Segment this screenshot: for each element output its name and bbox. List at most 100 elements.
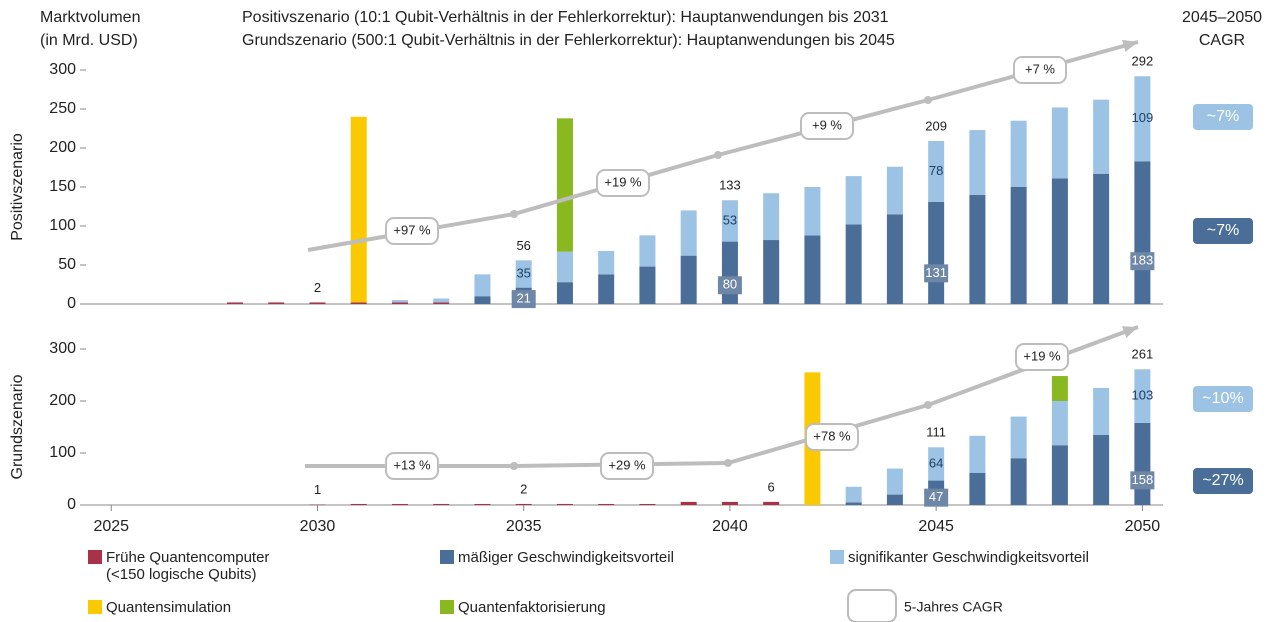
data-label: 183 bbox=[1132, 253, 1154, 268]
cagr-box bbox=[385, 217, 439, 245]
bar-segment bbox=[639, 503, 656, 505]
cagr-node bbox=[924, 401, 932, 409]
bar-segment bbox=[845, 502, 862, 505]
bar-segment bbox=[763, 240, 780, 304]
bar-segment bbox=[474, 274, 491, 297]
bar-segment bbox=[886, 494, 903, 505]
cagr-node bbox=[510, 210, 518, 218]
legend-swatch bbox=[830, 550, 844, 564]
bar-segment bbox=[639, 266, 656, 304]
bar-segment bbox=[556, 118, 573, 252]
data-label: 103 bbox=[1132, 387, 1154, 402]
bar-segment bbox=[969, 194, 986, 304]
bar-segment bbox=[598, 250, 615, 275]
data-label-bg bbox=[1130, 471, 1155, 490]
cagr-box bbox=[800, 112, 854, 140]
y-tick-label: 0 bbox=[67, 496, 76, 513]
end-cagr-box bbox=[1193, 468, 1253, 494]
data-label-bg bbox=[924, 264, 949, 283]
data-label: 21 bbox=[516, 291, 530, 306]
bar-segment bbox=[350, 302, 367, 304]
y-axis-label: Positivszenario bbox=[9, 133, 26, 241]
total-label: 292 bbox=[1132, 54, 1154, 69]
bar-segment bbox=[391, 503, 408, 505]
bar-segment bbox=[886, 214, 903, 304]
legend-label: 5-Jahres CAGR bbox=[904, 599, 1003, 615]
bar-segment bbox=[680, 255, 697, 304]
bar-segment bbox=[804, 187, 821, 236]
bar-segment bbox=[845, 176, 862, 225]
end-cagr-label: ~7% bbox=[1207, 108, 1239, 125]
bar-segment bbox=[433, 503, 450, 505]
cagr-box bbox=[1013, 56, 1067, 84]
bar-segment bbox=[1093, 99, 1110, 174]
end-cagr-label: ~27% bbox=[1202, 472, 1243, 489]
bar-segment bbox=[515, 503, 532, 505]
total-label: 209 bbox=[925, 118, 947, 133]
end-cagr-label: ~7% bbox=[1207, 222, 1239, 239]
bar-segment bbox=[556, 282, 573, 304]
bar-segment bbox=[1134, 76, 1151, 162]
end-cagr-box bbox=[1193, 386, 1253, 412]
bar-segment bbox=[391, 302, 408, 304]
total-label: 111 bbox=[926, 425, 946, 440]
bar-segment bbox=[886, 468, 903, 495]
data-label: 47 bbox=[929, 489, 943, 504]
data-label: 35 bbox=[516, 265, 530, 280]
bar-segment bbox=[1010, 120, 1027, 187]
cagr-box bbox=[596, 169, 650, 197]
bar-segment bbox=[1093, 173, 1110, 304]
y-tick-label: 0 bbox=[67, 295, 76, 312]
legend-swatch bbox=[440, 600, 454, 614]
cagr-header: 2045–2050 bbox=[1182, 9, 1262, 26]
data-label-bg bbox=[511, 290, 536, 309]
total-label: 2 bbox=[520, 481, 527, 496]
cagr-arrowhead bbox=[1122, 326, 1138, 338]
bar-segment bbox=[969, 472, 986, 505]
bar-segment bbox=[928, 140, 945, 202]
bar-segment bbox=[1010, 458, 1027, 505]
bar-segment bbox=[845, 224, 862, 304]
data-label-bg bbox=[717, 276, 742, 295]
cagr-arrowhead bbox=[1122, 39, 1138, 52]
bar-segment bbox=[1134, 369, 1151, 423]
y-tick-label: 50 bbox=[58, 256, 76, 273]
legend-label: Quantenfaktorisierung bbox=[458, 599, 606, 616]
data-label: 109 bbox=[1132, 110, 1154, 125]
cagr-box bbox=[1015, 343, 1069, 371]
x-tick-label: 2035 bbox=[506, 518, 542, 535]
cagr-label: +13 % bbox=[393, 457, 431, 472]
cagr-label: +7 % bbox=[1025, 61, 1055, 76]
bar-segment bbox=[721, 501, 738, 505]
total-label: 261 bbox=[1132, 347, 1154, 362]
cagr-label: +19 % bbox=[604, 174, 642, 189]
bar-segment bbox=[845, 486, 862, 503]
bar-segment bbox=[598, 274, 615, 304]
bar-segment bbox=[1093, 434, 1110, 505]
cagr-label: +78 % bbox=[813, 428, 851, 443]
data-label-bg bbox=[924, 488, 949, 507]
total-label: 2 bbox=[314, 280, 321, 295]
legend-swatch bbox=[88, 550, 102, 564]
bar-segment bbox=[721, 200, 738, 242]
bar-segment bbox=[556, 251, 573, 283]
cagr-node bbox=[714, 151, 722, 159]
bar-segment bbox=[1010, 187, 1027, 304]
legend-label: Quantensimulation bbox=[106, 599, 231, 616]
y-tick-label: 250 bbox=[49, 100, 76, 117]
bar-segment bbox=[391, 300, 408, 303]
cagr-node bbox=[510, 462, 518, 470]
y-tick-label: 300 bbox=[49, 61, 76, 78]
cagr-box bbox=[805, 423, 859, 451]
subtitle: Positivszenario (10:1 Qubit-Verhältnis i… bbox=[242, 9, 889, 26]
cagr-header: CAGR bbox=[1199, 32, 1245, 49]
y-tick-label: 150 bbox=[49, 178, 76, 195]
bar-segment bbox=[1134, 161, 1151, 304]
total-label: 133 bbox=[719, 178, 741, 193]
end-cagr-label: ~10% bbox=[1202, 390, 1243, 407]
bar-segment bbox=[474, 296, 491, 304]
bar-segment bbox=[680, 501, 697, 505]
y-axis-label: Grundszenario bbox=[9, 374, 26, 479]
x-tick-label: 2030 bbox=[300, 518, 336, 535]
y-tick-label: 100 bbox=[49, 444, 76, 461]
